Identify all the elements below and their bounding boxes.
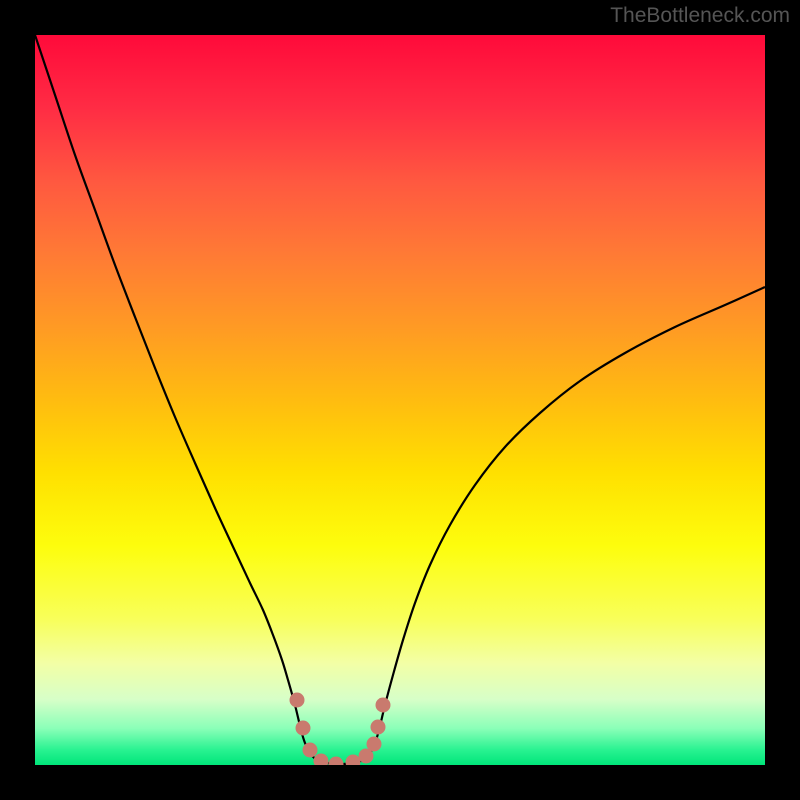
valley-marker bbox=[303, 743, 318, 758]
valley-marker bbox=[314, 754, 329, 766]
valley-marker bbox=[329, 757, 344, 766]
watermark-text: TheBottleneck.com bbox=[610, 4, 790, 28]
valley-marker bbox=[296, 721, 311, 736]
chart-curve-layer bbox=[35, 35, 765, 765]
valley-marker bbox=[290, 693, 305, 708]
valley-marker bbox=[371, 720, 386, 735]
valley-marker bbox=[367, 737, 382, 752]
valley-marker bbox=[376, 698, 391, 713]
bottleneck-curve bbox=[35, 35, 765, 764]
valley-marker bbox=[346, 755, 361, 766]
optimal-range-markers bbox=[290, 693, 391, 766]
chart-plot-area bbox=[35, 35, 765, 765]
